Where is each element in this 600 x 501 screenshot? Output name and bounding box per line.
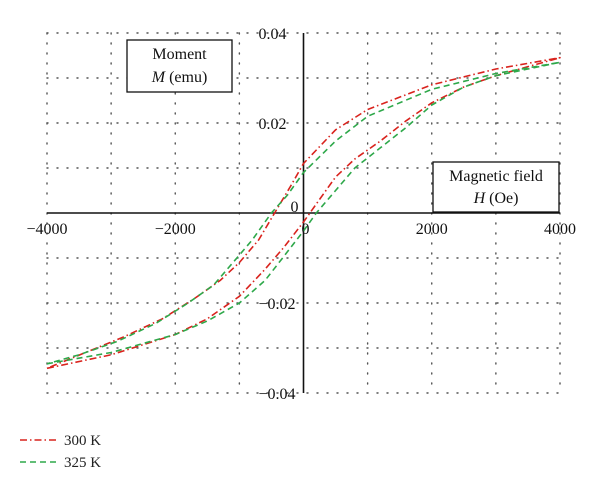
x-axis-unit: (Oe) bbox=[489, 190, 518, 207]
series-group bbox=[46, 56, 561, 370]
x-axis-label-box: Magnetic field H (Oe) bbox=[432, 161, 560, 213]
tick-labels: −4000 −2000 0 2000 4000 0.04 0.02 0 −0.02 −0.04 bbox=[26, 26, 576, 403]
legend-label-1: 300 K bbox=[64, 433, 101, 449]
y-tick-label: 0.02 bbox=[259, 116, 287, 133]
x-tick-label: −4000 bbox=[26, 221, 67, 238]
y-axis-label-line2: M (emu) bbox=[151, 69, 208, 86]
y-axis-unit: (emu) bbox=[169, 69, 207, 86]
x-axis-label-line1: Magnetic field bbox=[449, 168, 543, 185]
y-tick-label: −0.04 bbox=[259, 386, 296, 403]
legend: 300 K 325 K bbox=[20, 433, 101, 471]
series-line-2 bbox=[46, 61, 561, 365]
x-axis-label-line2: H (Oe) bbox=[473, 190, 519, 207]
x-tick-label: 2000 bbox=[416, 221, 448, 238]
x-axis-symbol: H bbox=[473, 190, 487, 207]
y-tick-label: 0.04 bbox=[259, 26, 287, 43]
y-tick-label: −0.02 bbox=[259, 296, 296, 313]
y-axis-label-line1: Moment bbox=[152, 46, 207, 63]
y-axis-symbol: M bbox=[151, 69, 167, 86]
legend-label-2: 325 K bbox=[64, 455, 101, 471]
x-tick-label: 4000 bbox=[544, 221, 576, 238]
series-line-1 bbox=[46, 56, 561, 370]
y-tick-label: 0 bbox=[291, 199, 299, 216]
x-tick-label: 0 bbox=[302, 221, 310, 238]
x-tick-label: −2000 bbox=[155, 221, 196, 238]
y-axis-label-box: Moment M (emu) bbox=[126, 39, 233, 93]
axes bbox=[47, 33, 560, 393]
